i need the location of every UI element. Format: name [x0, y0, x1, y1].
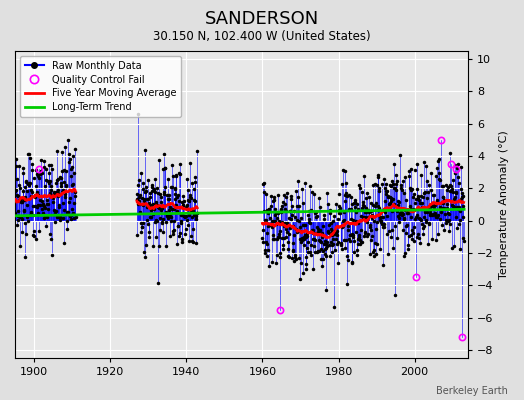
- Text: SANDERSON: SANDERSON: [205, 10, 319, 28]
- Text: 30.150 N, 102.400 W (United States): 30.150 N, 102.400 W (United States): [153, 30, 371, 43]
- Y-axis label: Temperature Anomaly (°C): Temperature Anomaly (°C): [499, 130, 509, 279]
- Legend: Raw Monthly Data, Quality Control Fail, Five Year Moving Average, Long-Term Tren: Raw Monthly Data, Quality Control Fail, …: [20, 56, 181, 117]
- Text: Berkeley Earth: Berkeley Earth: [436, 386, 508, 396]
